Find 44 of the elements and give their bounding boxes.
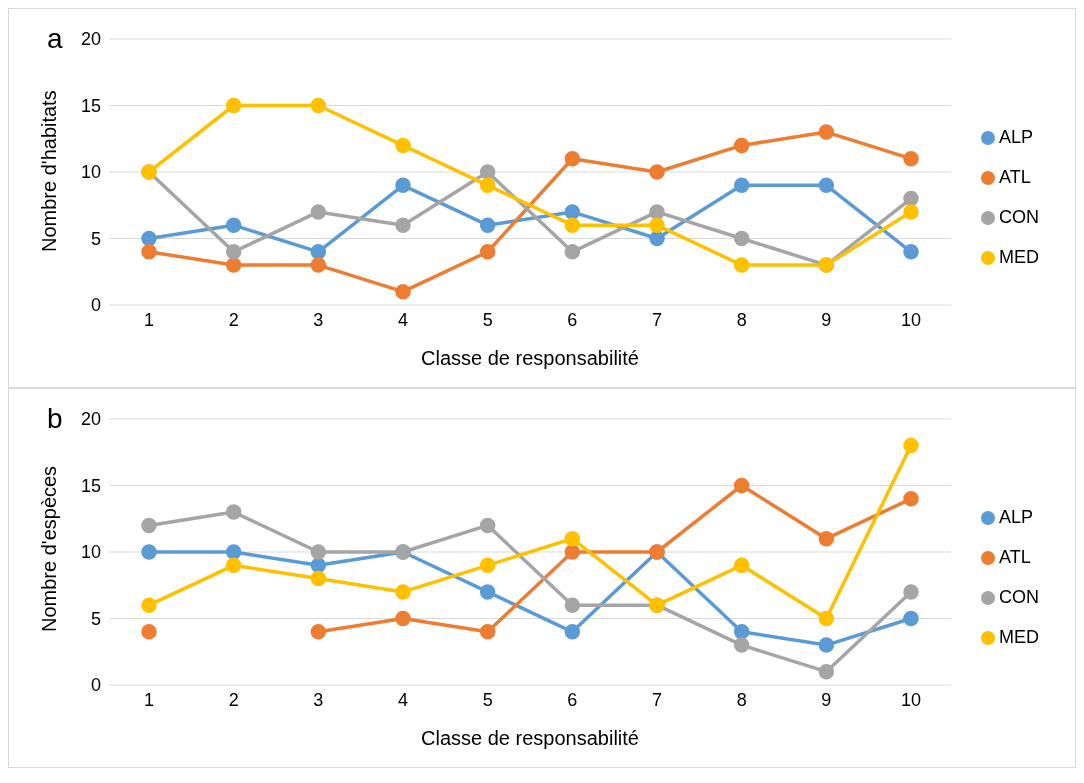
text: b bbox=[47, 403, 63, 435]
x-tick-label: 4 bbox=[397, 309, 409, 330]
x-tick-label: 10 bbox=[900, 309, 922, 330]
text: a bbox=[47, 23, 63, 55]
x-tick-label: 9 bbox=[821, 689, 832, 710]
x-tick-label: 8 bbox=[736, 689, 747, 710]
legend-label: CON bbox=[999, 587, 1039, 607]
x-tick-label: 7 bbox=[651, 689, 663, 710]
y-axis-title: Nombre d'habitats bbox=[38, 90, 61, 252]
x-tick-label: 5 bbox=[482, 689, 493, 710]
x-tick-label: 5 bbox=[482, 309, 493, 330]
y-tick-label: 15 bbox=[80, 95, 101, 116]
y-tick-label: 20 bbox=[80, 409, 101, 430]
y-tick-label: 5 bbox=[90, 608, 101, 629]
y-tick-label: 0 bbox=[90, 295, 101, 316]
y-tick-label: 10 bbox=[80, 542, 101, 563]
legend-label: ALP bbox=[999, 127, 1034, 147]
x-tick-label: 6 bbox=[567, 689, 578, 710]
x-tick-label: 1 bbox=[143, 309, 155, 330]
x-tick-label: 9 bbox=[821, 309, 832, 330]
legend-label: MED bbox=[999, 627, 1039, 647]
x-tick-label: 1 bbox=[143, 689, 155, 710]
x-tick-label: 3 bbox=[313, 689, 324, 710]
x-tick-label: 8 bbox=[736, 309, 747, 330]
x-axis-title: Classe de responsabilité bbox=[421, 727, 639, 749]
y-tick-label: 0 bbox=[90, 675, 101, 696]
x-tick-label: 2 bbox=[228, 309, 239, 330]
x-tick-label: 2 bbox=[228, 689, 239, 710]
legend-label: ATL bbox=[999, 547, 1031, 567]
x-axis-title: Classe de responsabilité bbox=[421, 347, 639, 369]
legend-label: ALP bbox=[999, 507, 1034, 527]
y-tick-label: 10 bbox=[80, 162, 101, 183]
y-tick-label: 5 bbox=[90, 228, 101, 249]
y-tick-label: 15 bbox=[80, 475, 101, 496]
legend-label: CON bbox=[999, 207, 1039, 227]
legend-label: ATL bbox=[999, 167, 1031, 187]
legend-label: MED bbox=[999, 247, 1039, 267]
x-tick-label: 10 bbox=[900, 689, 922, 710]
x-tick-label: 4 bbox=[397, 689, 409, 710]
x-tick-label: 3 bbox=[313, 309, 324, 330]
x-tick-label: 6 bbox=[567, 309, 578, 330]
y-tick-label: 20 bbox=[80, 29, 101, 50]
x-tick-label: 7 bbox=[651, 309, 663, 330]
y-axis-title: Nombre d'espèces bbox=[38, 465, 61, 632]
